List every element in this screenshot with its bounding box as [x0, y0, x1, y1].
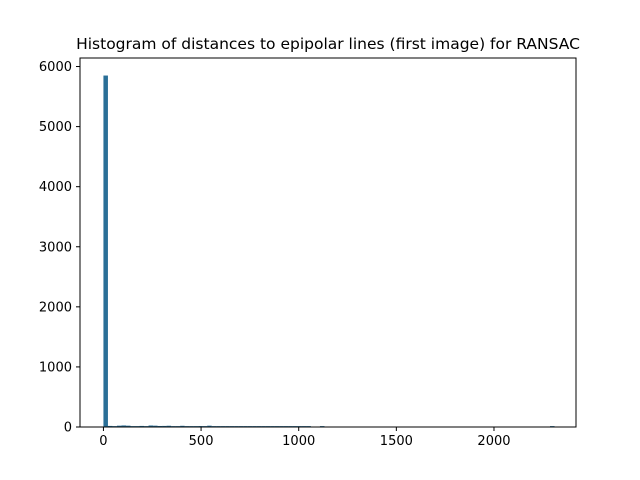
x-axis: 0 500 1000 1500 2000 — [99, 427, 511, 449]
histogram-bar — [180, 425, 185, 427]
x-tick-label: 1500 — [380, 434, 413, 449]
x-tick-label: 500 — [189, 434, 214, 449]
x-tick-label: 0 — [99, 434, 107, 449]
histogram-bar — [116, 425, 122, 427]
histogram-bar — [103, 75, 108, 427]
histogram-bar — [153, 425, 158, 427]
x-tick-label: 1000 — [282, 434, 315, 449]
histogram-bar — [139, 425, 145, 427]
y-tick-label: 5000 — [39, 120, 72, 135]
y-tick-label: 2000 — [39, 300, 72, 315]
histogram-bar — [107, 425, 113, 427]
y-tick-label: 0 — [64, 421, 72, 436]
y-tick-label: 3000 — [39, 240, 72, 255]
x-tick-label: 2000 — [477, 434, 510, 449]
y-tick-label: 1000 — [39, 360, 72, 375]
histogram-bar — [166, 425, 172, 427]
histogram-bar — [125, 425, 131, 427]
plot-area: 0 500 1000 1500 2000 0 1000 2000 3000 4000 5000 60… — [39, 57, 577, 449]
histogram-bar — [162, 425, 167, 427]
histogram-bar — [157, 425, 163, 427]
axes-frame — [79, 57, 577, 428]
histogram-bar — [148, 425, 154, 427]
y-tick-label: 6000 — [39, 60, 72, 75]
histogram-bar — [207, 425, 212, 427]
chart-title: Histogram of distances to epipolar lines… — [76, 35, 580, 53]
y-tick-label: 4000 — [39, 180, 72, 195]
y-axis: 0 1000 2000 3000 4000 5000 6000 — [39, 60, 80, 436]
histogram-bar — [121, 425, 126, 427]
